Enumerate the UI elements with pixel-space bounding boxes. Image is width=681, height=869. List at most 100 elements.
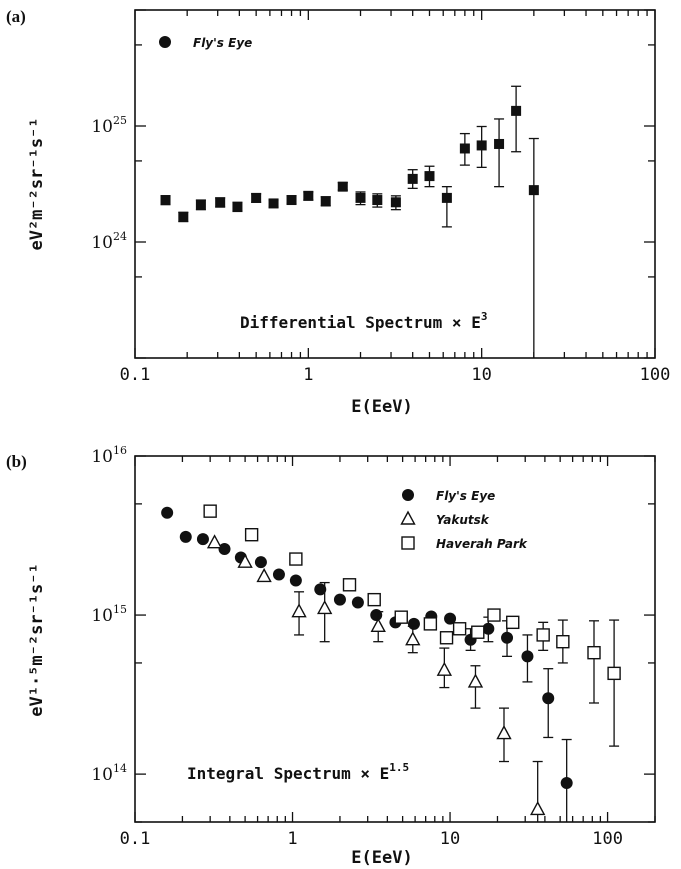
data-point — [459, 143, 470, 154]
y-axis-title: eV²m⁻²sr⁻¹s⁻¹ — [27, 117, 47, 250]
data-point — [333, 593, 346, 606]
data-point — [482, 622, 495, 635]
legend-label: Haverah Park — [436, 537, 528, 551]
panel-a-chart: (a) 0.1 1 10 100 1024 1025 E(EeV) eV²m⁻²sr⁻¹s⁻¹ D… — [6, 7, 670, 417]
x-tick-label: 10 — [471, 365, 491, 385]
data-point — [587, 645, 601, 660]
legend-label: Fly's Eye — [436, 489, 495, 503]
data-point — [436, 661, 453, 676]
plot-frame — [134, 455, 656, 823]
data-point — [286, 195, 297, 206]
data-point — [256, 567, 272, 583]
panel-label: (b) — [6, 452, 27, 471]
data-point — [237, 553, 253, 568]
data-point — [407, 173, 418, 184]
data-point — [320, 196, 331, 207]
data-point — [317, 600, 333, 615]
data-point — [372, 195, 383, 206]
data-point — [423, 617, 438, 631]
x-tick-label: 1 — [303, 365, 313, 385]
data-point — [161, 506, 174, 519]
data-point — [195, 199, 206, 210]
data-point — [471, 625, 485, 639]
data-point — [351, 596, 364, 609]
x-tick-label: 100 — [592, 829, 623, 849]
x-tick-label: 10 — [440, 829, 460, 849]
data-point — [496, 725, 512, 740]
data-point — [556, 635, 570, 649]
spectrum-annotation: Differential Spectrum × E3 — [240, 310, 487, 332]
data-point — [536, 628, 550, 642]
data-point — [232, 202, 243, 213]
legend-label: Yakutsk — [436, 513, 490, 527]
data-point — [160, 195, 171, 206]
legend-marker — [159, 36, 171, 48]
data-point — [289, 552, 303, 566]
legend-marker — [400, 510, 416, 525]
panel-b-chart: (b) 0.1 1 10 100 1014 1015 1016 E(EeV) eV¹·⁵m⁻²sr… — [6, 444, 656, 868]
data-point — [355, 192, 366, 203]
data-point — [476, 140, 487, 151]
data-point — [272, 568, 285, 581]
legend-marker — [401, 536, 415, 550]
panel-label: (a) — [6, 7, 26, 26]
data-point — [215, 197, 226, 208]
x-tick-label: 0.1 — [120, 365, 151, 385]
data-point — [196, 533, 209, 546]
x-axis-title: E(EeV) — [351, 848, 412, 868]
data-point — [370, 617, 386, 632]
y-tick-label: 1024 — [91, 230, 127, 253]
data-point — [203, 504, 217, 518]
data-point — [560, 776, 573, 789]
data-point — [528, 185, 539, 196]
data-point — [439, 631, 454, 645]
data-point — [291, 603, 307, 618]
data-point — [506, 615, 520, 630]
y-tick-label: 1016 — [91, 444, 127, 467]
data-point — [206, 534, 223, 549]
data-point — [467, 673, 484, 688]
data-point — [444, 612, 457, 625]
y-tick-label: 1025 — [91, 114, 127, 137]
y-tick-label: 1015 — [91, 603, 127, 626]
data-point — [244, 528, 259, 542]
data-point — [521, 650, 534, 663]
data-point — [487, 608, 501, 622]
data-point — [218, 543, 231, 556]
data-point — [405, 631, 421, 646]
data-point — [337, 181, 348, 192]
data-point — [501, 631, 514, 644]
data-point — [542, 692, 555, 705]
data-point — [407, 617, 420, 630]
y-axis-title: eV¹·⁵m⁻²sr⁻¹s⁻¹ — [27, 563, 47, 717]
data-point — [254, 556, 267, 569]
data-point — [178, 211, 189, 222]
data-point — [424, 171, 435, 182]
data-point — [494, 138, 505, 149]
data-point — [342, 578, 357, 592]
data-point — [289, 574, 302, 587]
data-point — [314, 583, 327, 596]
spectrum-annotation: Integral Spectrum × E1.5 — [187, 761, 409, 783]
plot-frame — [134, 9, 656, 359]
data-point — [179, 530, 192, 543]
x-axis-title: E(EeV) — [351, 397, 412, 417]
data-point — [367, 592, 381, 607]
legend-marker — [402, 489, 414, 501]
data-point — [394, 610, 408, 624]
data-point — [370, 609, 383, 622]
x-tick-label: 1 — [287, 829, 297, 849]
data-point — [441, 192, 452, 203]
data-point — [452, 622, 467, 636]
data-point — [390, 197, 401, 208]
data-point — [251, 192, 262, 203]
legend-label: Fly's Eye — [193, 36, 252, 50]
data-point — [268, 198, 279, 209]
data-point — [530, 800, 546, 816]
data-point — [511, 105, 522, 116]
y-tick-label: 1014 — [91, 762, 127, 785]
x-tick-label: 100 — [640, 365, 671, 385]
x-tick-label: 0.1 — [120, 829, 151, 849]
data-point — [607, 666, 621, 681]
